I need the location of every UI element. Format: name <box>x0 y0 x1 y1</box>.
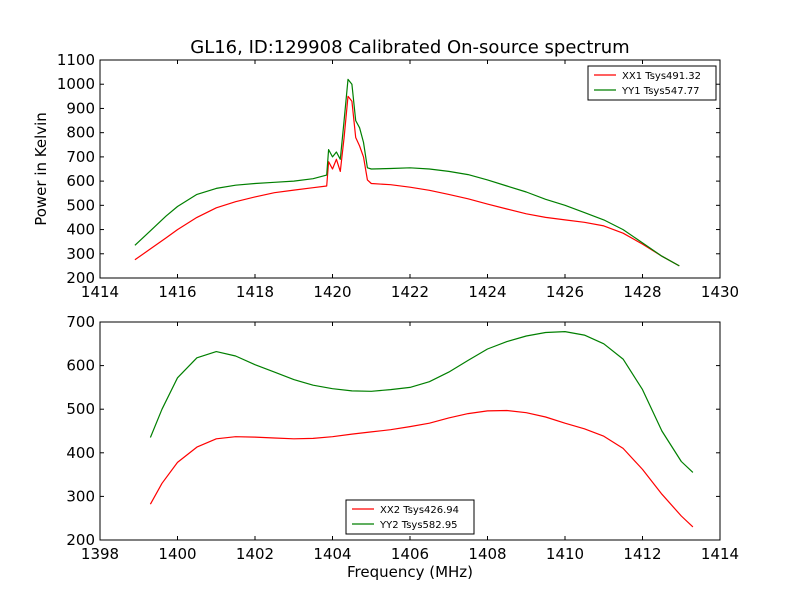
y-tick-label: 600 <box>66 172 95 190</box>
figure-title: GL16, ID:129908 Calibrated On-source spe… <box>190 37 629 58</box>
x-tick-label: 1410 <box>546 545 584 563</box>
y-tick-label: 200 <box>66 531 95 549</box>
bottom-spectrum-plot: 1398 1400 1402 1404 1406 1408 1410 1412 1414 200 3… <box>66 313 739 581</box>
top-spectrum-plot: 1414 1416 1418 1420 1422 1424 1426 1428 1430 200 3… <box>32 51 739 301</box>
x-tick-label: 1418 <box>236 283 274 301</box>
y-tick-label: 300 <box>66 487 95 505</box>
series-line-yy2 <box>149 331 694 473</box>
legend: XX1 Tsys491.32 YY1 Tsys547.77 <box>587 65 717 101</box>
x-tick-label: 1400 <box>158 545 196 563</box>
x-tick-label: 1426 <box>546 283 584 301</box>
y-tick-label: 300 <box>66 245 95 263</box>
x-tick-label: 1414 <box>81 283 119 301</box>
y-tick-label: 400 <box>66 444 95 462</box>
y-tick-label: 500 <box>66 400 95 418</box>
y-tick-label: 200 <box>66 269 95 287</box>
y-tick-label: 500 <box>66 196 95 214</box>
x-tick-label: 1412 <box>623 545 661 563</box>
x-tick-label: 1428 <box>623 283 661 301</box>
legend-label: YY2 Tsys582.95 <box>379 520 458 531</box>
x-tick-label: 1406 <box>391 545 429 563</box>
y-tick-label: 1000 <box>57 75 95 93</box>
x-tick-label: 1422 <box>391 283 429 301</box>
y-tick-label: 700 <box>66 148 95 166</box>
x-tick-label: 1414 <box>701 545 739 563</box>
legend-label: XX1 Tsys491.32 <box>622 71 701 82</box>
legend-box <box>587 65 717 101</box>
x-tick-label: 1402 <box>236 545 274 563</box>
y-axis-title: Power in Kelvin <box>32 112 50 226</box>
y-tick-label: 600 <box>66 357 95 375</box>
legend-box <box>345 499 475 535</box>
x-tick-label: 1404 <box>313 545 351 563</box>
x-tick-label: 1420 <box>313 283 351 301</box>
x-axis-title: Frequency (MHz) <box>347 563 473 581</box>
legend-label: YY1 Tsys547.77 <box>621 86 700 97</box>
x-tick-label: 1416 <box>158 283 196 301</box>
series-line-xx2 <box>149 409 694 528</box>
legend-label: XX2 Tsys426.94 <box>380 505 459 516</box>
x-tick-label: 1408 <box>468 545 506 563</box>
y-tick-label: 1100 <box>57 51 95 69</box>
legend: XX2 Tsys426.94 YY2 Tsys582.95 <box>345 499 475 535</box>
series-line-xx1 <box>134 95 680 267</box>
y-tick-label: 900 <box>66 99 95 117</box>
x-tick-label: 1424 <box>468 283 506 301</box>
y-tick-label: 700 <box>66 313 95 331</box>
x-tick-label: 1430 <box>701 283 739 301</box>
x-tick-label: 1398 <box>81 545 119 563</box>
y-tick-label: 400 <box>66 221 95 239</box>
y-tick-label: 800 <box>66 124 95 142</box>
series-line-yy1 <box>134 78 680 267</box>
